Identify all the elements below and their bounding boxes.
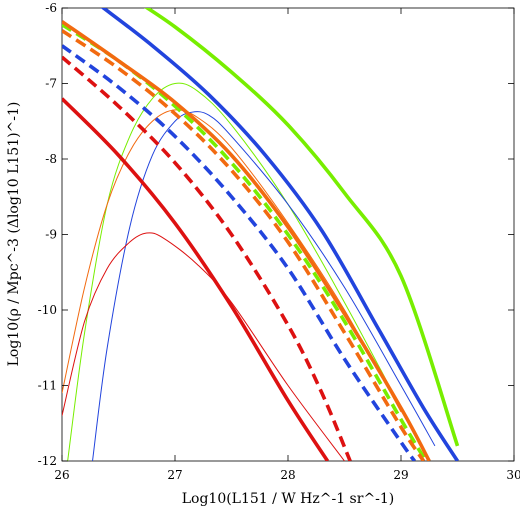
series-line-green-thick-solid-0	[144, 8, 460, 447]
x-tick-label: 30	[506, 468, 520, 482]
y-tick-label: -11	[38, 379, 57, 393]
series-line-blue-thin-solid-10	[92, 111, 436, 461]
y-tick-label: -8	[45, 152, 57, 166]
series-line-orange-thick-dashed-4	[62, 29, 426, 461]
x-tick-label: 27	[167, 468, 182, 482]
y-tick-label: -6	[45, 1, 57, 15]
series-line-orange-thick-solid-2	[62, 20, 431, 461]
series-line-red-thin-solid-11	[62, 232, 345, 461]
series-line-orange-thin-solid-9	[62, 109, 402, 413]
series-line-green-thin-solid-8	[67, 82, 402, 461]
y-tick-label: -9	[45, 228, 57, 242]
series-line-red-thick-solid-7	[62, 97, 330, 461]
y-axis-title: Log10(ρ / Mpc^-3 (Δlog10 L151)^-1)	[6, 102, 22, 367]
x-tick-label: 28	[280, 468, 295, 482]
y-tick-label: -10	[38, 303, 57, 317]
y-tick-label: -7	[45, 77, 57, 91]
y-tick-label: -12	[38, 454, 57, 468]
x-tick-label: 29	[393, 468, 408, 482]
x-axis-title: Log10(L151 / W Hz^-1 sr^-1)	[182, 491, 395, 507]
series-line-blue-thick-solid-1	[100, 8, 460, 461]
x-tick-label: 26	[54, 468, 69, 482]
series-line-red-thick-dashed-6	[62, 55, 352, 461]
series-line-blue-thick-dashed-5	[62, 44, 417, 461]
